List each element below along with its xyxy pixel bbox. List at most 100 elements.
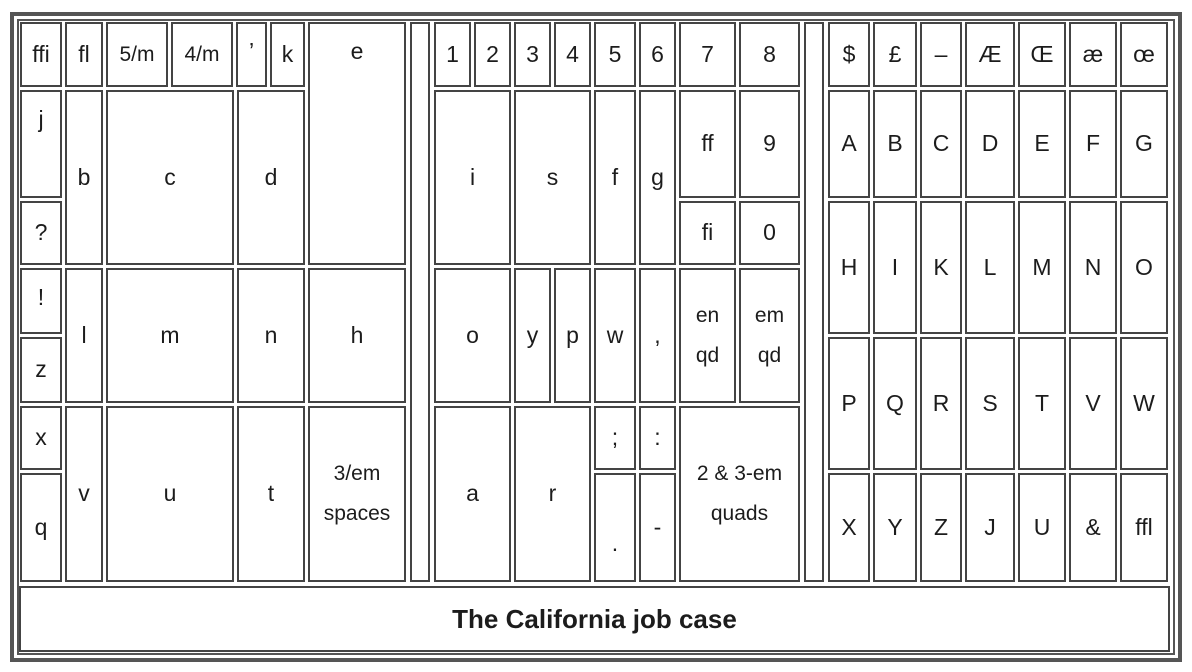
compartment-label: 2	[486, 40, 499, 67]
compartment-t: t	[237, 406, 305, 582]
compartment-hyphen: -	[639, 473, 676, 582]
compartment-label: 3	[526, 40, 539, 67]
compartment-dash: –	[920, 22, 962, 87]
compartment-label: r	[548, 480, 557, 507]
compartment-label: W	[1133, 389, 1155, 416]
compartment-q: q	[20, 473, 62, 582]
compartment-w: w	[594, 268, 636, 403]
compartment-label: D	[981, 130, 999, 157]
compartment-e: e	[308, 22, 406, 265]
compartment-9: 9	[739, 90, 800, 198]
compartment-label: C	[932, 130, 950, 157]
compartment-label: g	[651, 163, 664, 190]
compartment-label: i	[469, 163, 476, 190]
compartment-u: u	[106, 406, 234, 582]
compartment-c: c	[106, 90, 234, 265]
compartment-2: 2	[474, 22, 511, 87]
compartment-label: L	[983, 253, 997, 280]
compartment-label: v	[78, 480, 90, 507]
compartment-h: h	[308, 268, 406, 403]
compartment-label: G	[1135, 130, 1153, 157]
compartment-label: em qd	[754, 303, 785, 367]
compartment-label: 5	[608, 40, 622, 67]
compartment-label: o	[466, 321, 479, 348]
compartment-fi: fi	[679, 201, 736, 265]
compartment-B: B	[873, 90, 917, 198]
compartment-em-qd: em qd	[739, 268, 800, 403]
compartment-ffi: ffi	[20, 22, 62, 87]
compartment-ampersand: &	[1069, 473, 1117, 582]
compartment-U: U	[1018, 473, 1066, 582]
compartment-k: k	[270, 22, 305, 87]
compartment-r: r	[514, 406, 591, 582]
compartment-C: C	[920, 90, 962, 198]
compartment-label: T	[1034, 389, 1050, 416]
compartment-label: y	[526, 321, 539, 348]
compartment-label: b	[77, 163, 91, 190]
compartment-label: fi	[701, 219, 714, 246]
compartment-ff: ff	[679, 90, 736, 198]
compartment-H: H	[828, 201, 870, 334]
compartment-label: 2 & 3-em quads	[696, 462, 783, 525]
compartment-label: V	[1085, 389, 1101, 416]
compartment-z: z	[20, 337, 62, 403]
compartment-3: 3	[514, 22, 551, 87]
compartment-label: s	[546, 163, 559, 190]
compartment-semicolon: ;	[594, 406, 636, 470]
compartment-label: j	[38, 106, 44, 132]
compartment-colon: :	[639, 406, 676, 470]
compartment-label: e	[350, 38, 364, 64]
compartment-A: A	[828, 90, 870, 198]
compartment-T: T	[1018, 337, 1066, 470]
compartment-6: 6	[639, 22, 676, 87]
compartment-label: ffl	[1135, 513, 1153, 540]
compartment-label: -	[653, 513, 662, 540]
compartment-label: B	[887, 130, 903, 157]
compartment-E: E	[1018, 90, 1066, 198]
compartment-v: v	[65, 406, 103, 582]
compartment-label: M	[1032, 253, 1052, 280]
compartment-0: 0	[739, 201, 800, 265]
compartment-l: l	[65, 268, 103, 403]
compartment-d: d	[237, 90, 305, 265]
compartment-label: .	[611, 530, 619, 557]
compartment-Y: Y	[873, 473, 917, 582]
compartment-label: m	[160, 321, 180, 348]
compartment-label: en qd	[695, 303, 720, 367]
compartment-b: b	[65, 90, 103, 265]
compartment-label: ;	[611, 424, 619, 451]
compartment-label: p	[566, 321, 579, 348]
compartment-y: y	[514, 268, 551, 403]
compartment-label: I	[891, 253, 899, 280]
compartment-label: ?	[34, 219, 48, 246]
compartment-label: F	[1085, 130, 1101, 157]
compartment-label: :	[654, 424, 661, 451]
compartment-label: A	[841, 130, 857, 157]
compartment-M: M	[1018, 201, 1066, 334]
compartment-K: K	[920, 201, 962, 334]
compartment-fl: fl	[65, 22, 103, 87]
compartment-g: g	[639, 90, 676, 265]
compartment-label: fl	[78, 40, 90, 67]
compartment-label: J	[984, 513, 996, 540]
compartment-7: 7	[679, 22, 736, 87]
compartment-label: E	[1034, 130, 1050, 157]
compartment-m: m	[106, 268, 234, 403]
compartment-pound: £	[873, 22, 917, 87]
compartment-f: f	[594, 90, 636, 265]
compartment-label: R	[932, 389, 950, 416]
compartment-3em-spaces: 3/em spaces	[308, 406, 406, 582]
compartment-n: n	[237, 268, 305, 403]
compartment-5-m: 5/m	[106, 22, 168, 87]
compartment-label: x	[35, 424, 47, 451]
compartment-8: 8	[739, 22, 800, 87]
compartment-4: 4	[554, 22, 591, 87]
compartment-label: 5/m	[119, 42, 155, 66]
compartment-o: o	[434, 268, 511, 403]
compartment-label: 8	[763, 40, 776, 67]
compartment-label: z	[35, 356, 47, 383]
compartment-J: J	[965, 473, 1015, 582]
compartment-label: 9	[763, 130, 776, 157]
compartment-label: ’	[248, 38, 255, 64]
compartment-ffl: ffl	[1120, 473, 1168, 582]
